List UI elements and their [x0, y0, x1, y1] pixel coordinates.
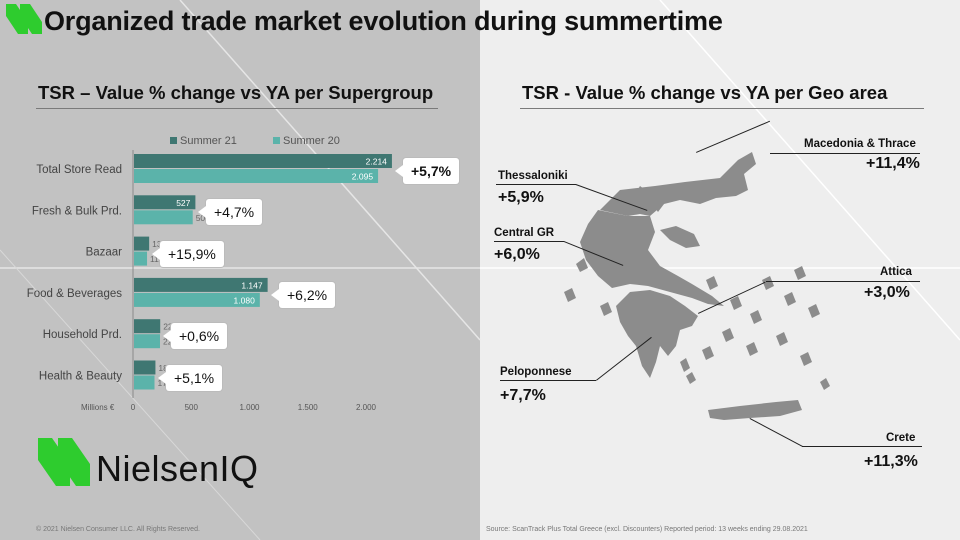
x-tick-label: 500 [185, 403, 199, 412]
bar-summer20 [134, 210, 193, 225]
leader-line [500, 380, 596, 381]
copyright: © 2021 Nielsen Consumer LLC. All Rights … [36, 526, 200, 533]
geo-value-peloponnese: +7,7% [500, 387, 546, 404]
x-tick-label: 2.000 [356, 403, 377, 412]
geo-value-thessaloniki: +5,9% [498, 189, 544, 206]
nielseniq-logo-icon [38, 438, 90, 486]
change-callout: +15,9% [152, 241, 224, 267]
geo-name-macedonia: Macedonia & Thrace [804, 138, 916, 150]
data-label: 225 [163, 322, 177, 332]
leader-line [496, 184, 576, 185]
geo-name-attica: Attica [880, 266, 912, 278]
leader-line [766, 281, 920, 282]
right-subtitle: TSR - Value % change vs YA per Geo area [522, 82, 888, 103]
geo-name-thessaloniki: Thessaloniki [498, 170, 568, 182]
bar-summer20 [134, 251, 148, 266]
category-label: Total Store Read [36, 164, 122, 176]
right-panel [480, 0, 960, 540]
left-subtitle: TSR – Value % change vs YA per Supergrou… [38, 82, 434, 103]
geo-name-central-gr: Central GR [494, 227, 555, 239]
change-callout: +6,2% [270, 282, 336, 308]
brand-name: NielsenIQ [96, 448, 259, 489]
bar-summer20 [134, 334, 160, 349]
legend-swatch [170, 137, 177, 144]
bar-summer21 [134, 236, 150, 251]
left-subtitle-rule [36, 108, 438, 109]
bar-summer20 [134, 292, 260, 307]
bar-summer21 [134, 319, 161, 334]
change-callout: +5,7% [394, 158, 460, 184]
category-label: Fresh & Bulk Prd. [32, 205, 122, 217]
category-label: Health & Beauty [39, 371, 122, 383]
leader-line [770, 153, 920, 154]
x-axis-label: Millions € [81, 403, 115, 412]
bar-summer20 [134, 169, 379, 183]
geo-value-attica: +3,0% [864, 284, 910, 301]
bar-summer21 [134, 154, 392, 168]
geo-name-peloponnese: Peloponnese [500, 366, 572, 378]
geo-value-macedonia: +11,4% [866, 155, 920, 172]
bar-summer21 [134, 360, 156, 375]
bar-summer21 [134, 195, 196, 210]
supergroup-bar-chart: Summer 21 Summer 20 Total Store Read 2.214 2… [27, 135, 392, 412]
category-label: Food & Beverages [27, 288, 123, 300]
data-label: 184 [158, 363, 172, 373]
bar-summer20 [134, 375, 155, 390]
geo-value-crete: +11,3% [864, 453, 918, 470]
legend-swatch [273, 137, 280, 144]
change-callout: +0,6% [162, 323, 228, 349]
data-label: 1.080 [234, 295, 256, 305]
change-callout: +4,7% [197, 199, 263, 225]
data-label: 2.095 [352, 172, 374, 182]
change-callout: +5,1% [157, 365, 223, 391]
leader-line [494, 241, 564, 242]
geo-name-crete: Crete [886, 432, 916, 444]
x-tick-label: 1.500 [298, 403, 319, 412]
category-label: Household Prd. [43, 329, 122, 341]
greece-map [564, 152, 830, 420]
data-label: 527 [176, 198, 190, 208]
leader-line [802, 446, 922, 447]
geo-value-central-gr: +6,0% [494, 246, 540, 263]
x-tick-label: 1.000 [239, 403, 260, 412]
x-tick-label: 0 [131, 403, 136, 412]
legend-label: Summer 21 [180, 135, 237, 147]
data-label: 130 [152, 239, 166, 249]
category-label: Bazaar [86, 247, 123, 259]
data-label: 1.147 [241, 280, 263, 290]
source-note: Source: ScanTrack Plus Total Greece (exc… [486, 526, 808, 533]
bar-summer21 [134, 277, 268, 292]
legend-label: Summer 20 [283, 135, 340, 147]
brand-mark-icon [6, 4, 42, 34]
page-title: Organized trade market evolution during … [44, 6, 723, 36]
right-subtitle-rule [520, 108, 924, 109]
data-label: 2.214 [366, 157, 388, 167]
